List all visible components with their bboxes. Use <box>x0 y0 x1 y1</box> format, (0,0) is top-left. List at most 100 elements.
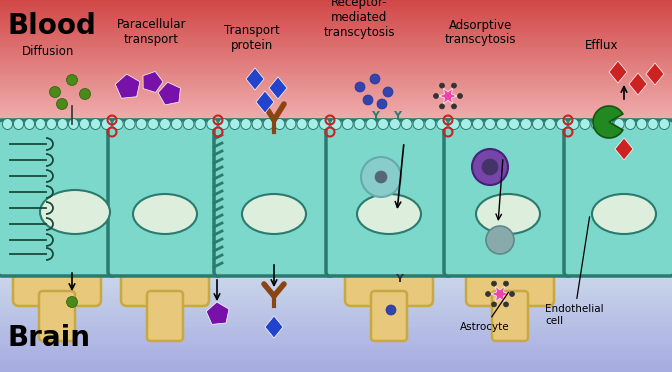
Circle shape <box>79 89 91 99</box>
Ellipse shape <box>401 119 412 129</box>
Ellipse shape <box>509 119 519 129</box>
Text: Adsorptive
transcytosis: Adsorptive transcytosis <box>445 19 516 46</box>
Ellipse shape <box>569 119 579 129</box>
Ellipse shape <box>521 119 532 129</box>
Text: Diffusion: Diffusion <box>22 45 75 58</box>
Text: Y: Y <box>393 111 401 121</box>
Ellipse shape <box>342 119 353 129</box>
FancyBboxPatch shape <box>13 264 101 306</box>
Ellipse shape <box>532 119 544 129</box>
Ellipse shape <box>195 119 206 129</box>
Ellipse shape <box>437 119 448 129</box>
Ellipse shape <box>614 119 624 129</box>
Circle shape <box>383 87 393 97</box>
Polygon shape <box>143 71 163 92</box>
Ellipse shape <box>659 119 669 129</box>
Polygon shape <box>439 88 457 104</box>
FancyBboxPatch shape <box>326 120 452 276</box>
Text: Y: Y <box>395 274 403 284</box>
Circle shape <box>482 159 498 175</box>
Ellipse shape <box>230 119 240 129</box>
Wedge shape <box>593 106 623 138</box>
Ellipse shape <box>3 119 13 129</box>
Ellipse shape <box>183 119 194 129</box>
Text: Astrocyte: Astrocyte <box>460 292 509 332</box>
Ellipse shape <box>218 119 228 129</box>
Ellipse shape <box>252 119 262 129</box>
Ellipse shape <box>133 194 197 234</box>
Polygon shape <box>615 138 633 160</box>
Circle shape <box>458 93 462 99</box>
FancyBboxPatch shape <box>371 291 407 341</box>
FancyBboxPatch shape <box>214 120 334 276</box>
Ellipse shape <box>413 119 424 129</box>
Ellipse shape <box>241 119 251 129</box>
Ellipse shape <box>448 119 460 129</box>
Ellipse shape <box>357 194 421 234</box>
Ellipse shape <box>136 119 147 129</box>
Ellipse shape <box>40 190 110 234</box>
FancyBboxPatch shape <box>121 264 209 306</box>
Circle shape <box>439 104 444 109</box>
Ellipse shape <box>460 119 472 129</box>
FancyBboxPatch shape <box>564 120 672 276</box>
Ellipse shape <box>148 119 159 129</box>
Circle shape <box>50 87 60 97</box>
Ellipse shape <box>425 119 435 129</box>
Ellipse shape <box>485 119 495 129</box>
Text: Blood: Blood <box>8 12 97 40</box>
Ellipse shape <box>472 119 484 129</box>
Ellipse shape <box>378 119 388 129</box>
Ellipse shape <box>36 119 46 129</box>
Circle shape <box>56 99 67 109</box>
Ellipse shape <box>592 194 656 234</box>
Ellipse shape <box>91 119 101 129</box>
Polygon shape <box>256 91 274 113</box>
Ellipse shape <box>331 119 341 129</box>
Ellipse shape <box>69 119 79 129</box>
Ellipse shape <box>242 194 306 234</box>
Ellipse shape <box>274 119 285 129</box>
Polygon shape <box>265 316 283 338</box>
Text: Efflux: Efflux <box>585 39 618 52</box>
Ellipse shape <box>497 119 507 129</box>
Circle shape <box>439 83 444 88</box>
Ellipse shape <box>556 119 568 129</box>
Ellipse shape <box>46 119 56 129</box>
Polygon shape <box>206 302 229 324</box>
FancyBboxPatch shape <box>108 120 222 276</box>
Circle shape <box>361 157 401 197</box>
Circle shape <box>355 82 365 92</box>
Ellipse shape <box>580 119 590 129</box>
Polygon shape <box>158 82 181 105</box>
FancyBboxPatch shape <box>39 291 75 341</box>
Circle shape <box>67 74 77 86</box>
Ellipse shape <box>13 119 24 129</box>
Ellipse shape <box>636 119 647 129</box>
FancyBboxPatch shape <box>444 120 572 276</box>
Ellipse shape <box>625 119 636 129</box>
Ellipse shape <box>101 119 112 129</box>
Ellipse shape <box>57 119 68 129</box>
Circle shape <box>472 149 508 185</box>
Circle shape <box>491 281 497 286</box>
Circle shape <box>370 74 380 84</box>
Ellipse shape <box>648 119 658 129</box>
Polygon shape <box>246 68 264 90</box>
Polygon shape <box>491 286 509 302</box>
Ellipse shape <box>591 119 601 129</box>
Text: Endothelial
cell: Endothelial cell <box>545 217 603 326</box>
Text: Brain: Brain <box>8 324 91 352</box>
Circle shape <box>452 104 456 109</box>
FancyBboxPatch shape <box>345 264 433 306</box>
Circle shape <box>433 93 439 99</box>
Text: Paracellular
transport: Paracellular transport <box>116 19 186 46</box>
Polygon shape <box>116 74 140 98</box>
Ellipse shape <box>366 119 377 129</box>
Polygon shape <box>629 73 647 95</box>
Ellipse shape <box>476 194 540 234</box>
Ellipse shape <box>544 119 556 129</box>
FancyBboxPatch shape <box>466 264 554 306</box>
Ellipse shape <box>308 119 319 129</box>
Circle shape <box>503 302 509 307</box>
